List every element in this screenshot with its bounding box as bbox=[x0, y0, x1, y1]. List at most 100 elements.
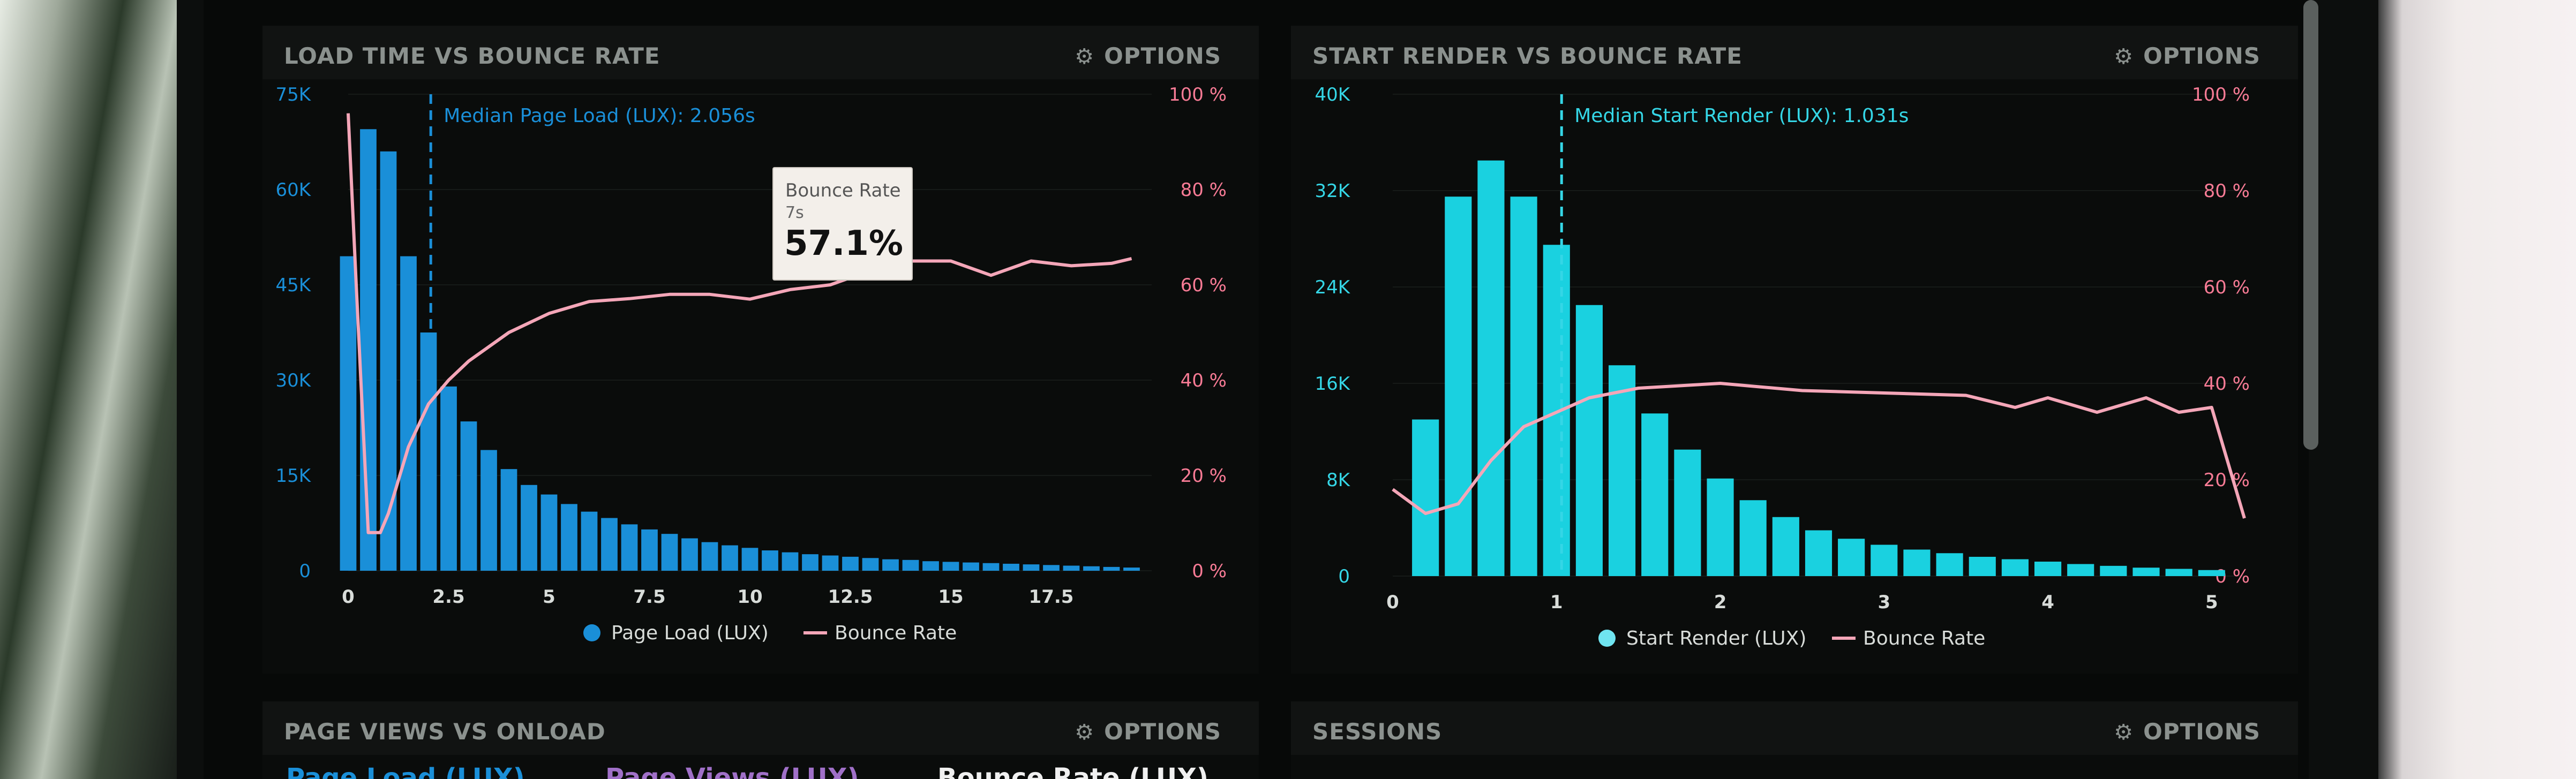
bar bbox=[1969, 557, 1996, 576]
legend-marker-bars bbox=[1598, 630, 1616, 647]
bar bbox=[440, 386, 457, 571]
options-button[interactable]: ⚙ OPTIONS bbox=[1075, 719, 1221, 745]
options-label: OPTIONS bbox=[2143, 43, 2260, 69]
gear-icon: ⚙ bbox=[2114, 44, 2134, 69]
bar bbox=[2100, 565, 2127, 576]
scrollbar[interactable] bbox=[2303, 0, 2318, 450]
bar bbox=[842, 556, 859, 571]
options-label: OPTIONS bbox=[1104, 43, 1221, 69]
y-tick-label: 24K bbox=[1315, 277, 1350, 298]
bar bbox=[722, 545, 738, 571]
x-tick-label: 1 bbox=[1550, 592, 1563, 613]
y-tick-label: 45K bbox=[275, 275, 311, 296]
bar bbox=[1445, 196, 1472, 576]
y2-tick-label: 100 % bbox=[1169, 84, 1227, 105]
x-tick-label: 15 bbox=[938, 586, 963, 608]
bar bbox=[2034, 562, 2062, 576]
bar bbox=[1674, 449, 1701, 576]
y2-tick-label: 60 % bbox=[1181, 275, 1227, 296]
bar bbox=[2198, 570, 2225, 576]
bar bbox=[2067, 564, 2094, 576]
bar bbox=[1838, 539, 1865, 576]
bar bbox=[1023, 564, 1040, 571]
bar bbox=[581, 511, 598, 571]
x-tick-label: 10 bbox=[737, 586, 762, 608]
y2-tick-label: 20 % bbox=[2204, 470, 2250, 491]
tooltip-value: 57.1% bbox=[784, 224, 904, 263]
legend-bounce-rate: Bounce Rate (LUX) bbox=[937, 763, 1208, 779]
bar bbox=[561, 504, 577, 571]
bar bbox=[661, 534, 678, 571]
x-tick-label: 5 bbox=[543, 586, 555, 608]
y-tick-label: 0 bbox=[1338, 566, 1350, 587]
bar bbox=[601, 518, 618, 571]
bar bbox=[922, 561, 939, 571]
bar bbox=[1510, 196, 1537, 576]
bar bbox=[1063, 565, 1080, 571]
y2-tick-label: 60 % bbox=[2204, 277, 2250, 298]
x-tick-label: 4 bbox=[2041, 592, 2054, 613]
bar bbox=[762, 550, 778, 571]
options-button[interactable]: ⚙ OPTIONS bbox=[1075, 43, 1221, 69]
bar bbox=[1477, 160, 1505, 576]
x-tick-label: 0 bbox=[1386, 592, 1399, 613]
y2-tick-label: 40 % bbox=[2204, 373, 2250, 395]
bar bbox=[802, 554, 818, 571]
panel-title: START RENDER VS BOUNCE RATE bbox=[1312, 43, 1743, 69]
background-wall bbox=[2378, 0, 2576, 779]
panel-title: PAGE VIEWS VS ONLOAD bbox=[284, 719, 606, 745]
bar bbox=[521, 485, 537, 571]
x-tick-label: 12.5 bbox=[828, 586, 873, 608]
y-tick-label: 15K bbox=[275, 465, 311, 487]
background-plant bbox=[0, 0, 187, 779]
x-tick-label: 2 bbox=[1714, 592, 1727, 613]
median-label: Median Start Render (LUX): 1.031s bbox=[1574, 105, 1909, 127]
bar bbox=[2132, 568, 2160, 576]
y2-tick-label: 40 % bbox=[1181, 370, 1227, 391]
legend-page-load: Page Load (LUX) bbox=[286, 763, 525, 779]
bar bbox=[480, 450, 497, 571]
panel-header: PAGE VIEWS VS ONLOAD ⚙ OPTIONS bbox=[262, 701, 1259, 755]
bar bbox=[1103, 566, 1120, 571]
panel-sessions: SESSIONS ⚙ OPTIONS bbox=[1291, 701, 2298, 779]
bar bbox=[1412, 419, 1439, 576]
bar bbox=[400, 256, 417, 571]
options-label: OPTIONS bbox=[1104, 719, 1221, 745]
bounce-rate-line bbox=[1392, 382, 2246, 519]
panel-header: SESSIONS ⚙ OPTIONS bbox=[1291, 701, 2298, 755]
bar bbox=[882, 559, 899, 571]
options-button[interactable]: ⚙ OPTIONS bbox=[2114, 43, 2260, 69]
bar bbox=[982, 563, 1000, 571]
bar bbox=[1123, 568, 1140, 571]
y-tick-label: 60K bbox=[275, 179, 311, 201]
bar bbox=[380, 151, 397, 571]
y2-tick-label: 100 % bbox=[2192, 84, 2250, 105]
y-tick-label: 32K bbox=[1315, 180, 1350, 202]
y2-tick-label: 80 % bbox=[2204, 180, 2250, 202]
panel-load-time: LOAD TIME VS BOUNCE RATE ⚙ OPTIONS 0 15K 30… bbox=[262, 26, 1259, 674]
bar bbox=[2165, 569, 2192, 576]
bar bbox=[340, 256, 357, 571]
bar bbox=[1805, 530, 1833, 576]
bar bbox=[862, 558, 879, 571]
panel-title: SESSIONS bbox=[1312, 719, 1443, 745]
bar bbox=[460, 421, 477, 571]
bar bbox=[641, 529, 658, 571]
bar bbox=[1641, 413, 1669, 576]
tooltip-title: Bounce Rate bbox=[785, 180, 901, 201]
panel-header: START RENDER VS BOUNCE RATE ⚙ OPTIONS bbox=[1291, 26, 2298, 79]
options-button[interactable]: ⚙ OPTIONS bbox=[2114, 719, 2260, 745]
legend-page-views: Page Views (LUX) bbox=[605, 763, 859, 779]
y-tick-label: 30K bbox=[275, 370, 311, 391]
y-tick-label: 16K bbox=[1315, 373, 1350, 395]
legend-label-bars: Page Load (LUX) bbox=[611, 622, 769, 644]
bar bbox=[1739, 500, 1767, 576]
bar bbox=[1083, 566, 1100, 571]
median-label: Median Page Load (LUX): 2.056s bbox=[444, 105, 755, 127]
bar bbox=[1936, 553, 1963, 576]
y-tick-label: 75K bbox=[275, 84, 311, 105]
legend-marker-bars bbox=[583, 624, 600, 641]
bar bbox=[1903, 549, 1931, 576]
bar bbox=[1003, 563, 1019, 571]
y-tick-label: 40K bbox=[1315, 84, 1350, 105]
